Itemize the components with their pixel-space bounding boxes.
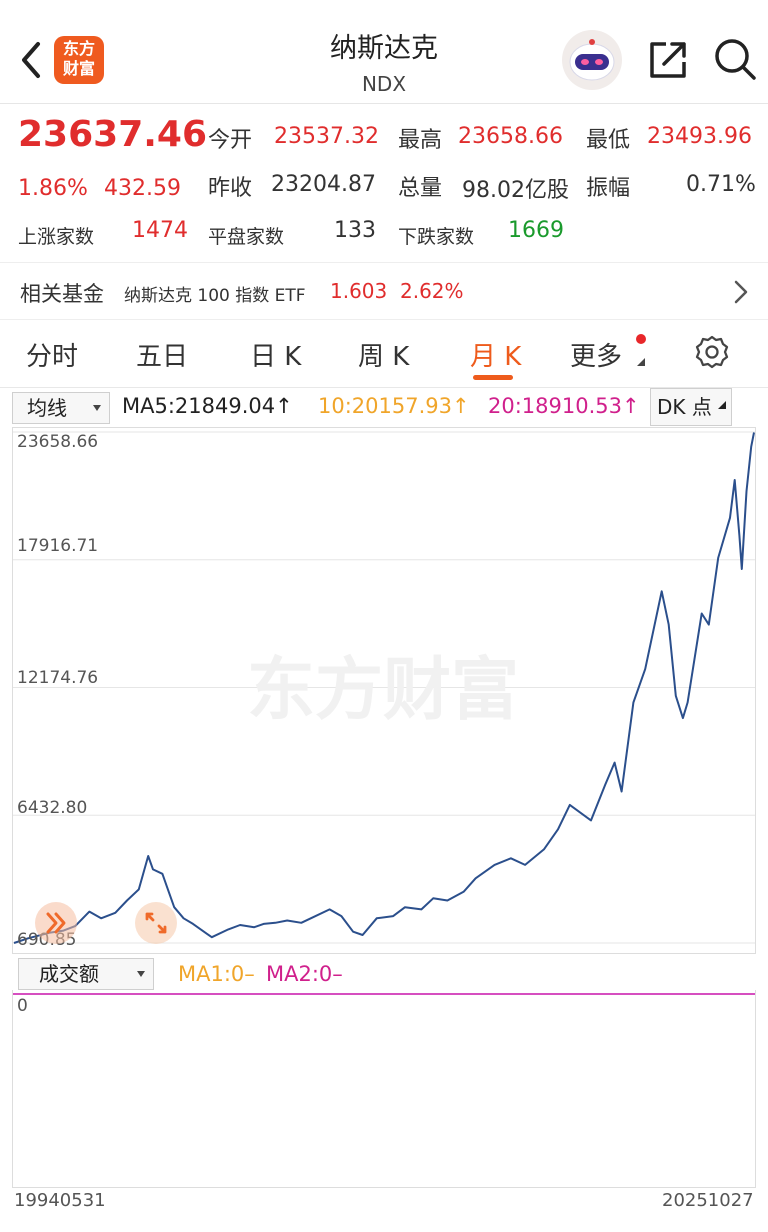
price-series-line: [13, 432, 755, 944]
x-end-date: 20251027: [662, 1190, 754, 1211]
fullscreen-button[interactable]: [135, 902, 177, 944]
active-tab-indicator: [473, 375, 513, 380]
chart-period-tabs: 分时 五日 日 K 周 K 月 K 更多: [0, 322, 768, 388]
price-chart[interactable]: 东方财富 23658.66 17916.71 12174.76 6432.80 …: [12, 427, 756, 954]
page-subtitle: NDX: [361, 72, 407, 96]
dropdown-arrow-icon: [91, 393, 103, 431]
unchanged-label: 平盘家数: [208, 226, 285, 248]
logo-text-top: 东方: [62, 39, 95, 58]
prev-close-value: 23204.87: [271, 172, 376, 197]
tab-weekly-k[interactable]: 周 K: [358, 342, 410, 372]
x-start-date: 19940531: [14, 1190, 106, 1211]
change-percent: 1.86%: [18, 176, 88, 201]
volume-chart[interactable]: 0: [12, 990, 756, 1188]
chevron-right-icon: [732, 279, 750, 309]
current-price: 23637.46: [18, 114, 208, 155]
more-dropdown-icon: [636, 352, 646, 371]
vol-ma2-value: MA2:0–: [266, 962, 343, 986]
tab-intraday[interactable]: 分时: [26, 342, 79, 372]
notification-dot: [636, 334, 646, 344]
expand-left-button[interactable]: [35, 902, 77, 944]
volume-indicator-selector[interactable]: 成交额: [18, 958, 154, 990]
decliners-count: 1669: [508, 218, 564, 243]
price-chart-svg: 东方财富: [13, 431, 755, 944]
dk-dropdown-icon: [717, 385, 727, 421]
high-label: 最高: [398, 128, 443, 153]
volume-ma-line: [12, 993, 756, 995]
volume-value: 98.02亿股: [462, 178, 569, 203]
expand-arrows-icon: [145, 912, 167, 934]
double-chevron-right-icon: [46, 912, 66, 934]
top-nav-bar: 东方 财富 纳斯达克 NDX: [0, 0, 768, 104]
back-arrow-icon[interactable]: [14, 36, 50, 84]
y-tick-label: 17916.71: [17, 536, 99, 556]
ma20-value: 20:18910.53↑: [488, 394, 640, 418]
tab-five-day[interactable]: 五日: [136, 342, 189, 372]
vol-ma1-value: MA1:0–: [178, 962, 255, 986]
tab-monthly-k[interactable]: 月 K: [470, 342, 522, 372]
related-fund-change: 2.62%: [400, 279, 464, 303]
dropdown-arrow-icon: [135, 959, 147, 997]
decliners-label: 下跌家数: [398, 226, 475, 248]
tab-daily-k[interactable]: 日 K: [250, 342, 302, 372]
amplitude-label: 振幅: [586, 176, 631, 201]
indicator-selector[interactable]: 均线: [12, 392, 110, 424]
search-icon[interactable]: [712, 36, 758, 82]
related-fund-name: 纳斯达克 100 指数 ETF: [124, 286, 306, 306]
ma5-value: MA5:21849.04↑: [122, 394, 293, 418]
low-label: 最低: [586, 128, 631, 153]
y-tick-label: 6432.80: [17, 798, 88, 818]
change-amount: 432.59: [104, 176, 181, 201]
indicator-selector-label: 均线: [27, 396, 67, 420]
y-tick-label: 12174.76: [17, 668, 99, 688]
prev-close-label: 昨收: [208, 176, 253, 201]
settings-gear-icon[interactable]: [694, 334, 730, 374]
open-label: 今开: [208, 128, 253, 153]
assistant-robot-icon[interactable]: [562, 30, 622, 90]
unchanged-count: 133: [334, 218, 376, 243]
tab-more[interactable]: 更多: [570, 342, 623, 372]
advancers-label: 上涨家数: [18, 226, 95, 248]
amplitude-value: 0.71%: [686, 172, 756, 197]
logo-text-bottom: 财富: [62, 59, 95, 78]
share-icon[interactable]: [646, 38, 690, 82]
related-fund-label: 相关基金: [20, 282, 104, 306]
advancers-count: 1474: [132, 218, 188, 243]
brand-logo: 东方 财富: [54, 36, 104, 84]
high-value: 23658.66: [458, 124, 563, 149]
volume-label: 总量: [398, 176, 443, 201]
page-title: 纳斯达克: [330, 33, 438, 64]
dk-point-selector[interactable]: DK 点: [650, 388, 732, 426]
low-value: 23493.96: [647, 124, 752, 149]
y-tick-label: 23658.66: [17, 432, 99, 452]
volume-indicator-label: 成交额: [39, 962, 99, 986]
ma10-value: 10:20157.93↑: [318, 394, 470, 418]
dk-point-label: DK 点: [657, 395, 712, 419]
open-value: 23537.32: [274, 124, 379, 149]
related-fund-price: 1.603: [330, 279, 388, 303]
related-fund-row[interactable]: 相关基金 纳斯达克 100 指数 ETF 1.603 2.62%: [0, 262, 768, 320]
watermark: 东方财富: [247, 651, 519, 730]
volume-zero-label: 0: [17, 996, 28, 1016]
